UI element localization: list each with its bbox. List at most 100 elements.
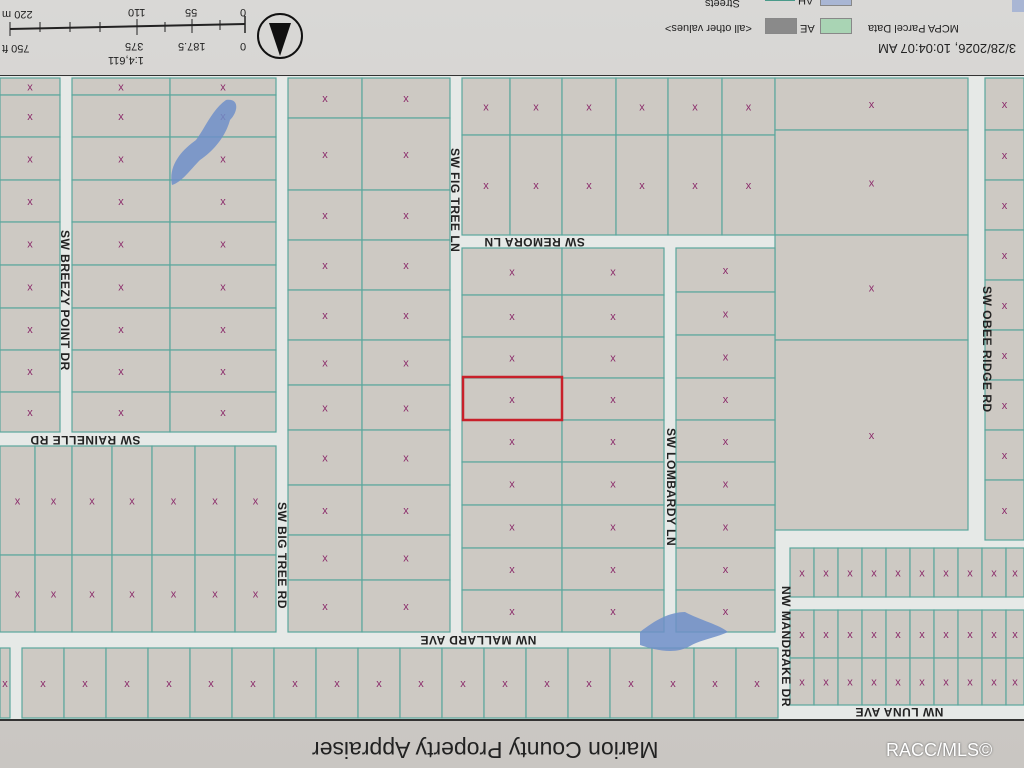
parcel [0, 94, 61, 138]
parcel-marker: x [723, 309, 729, 321]
parcel-marker: x [823, 568, 829, 580]
parcel [651, 647, 695, 719]
parcel [0, 647, 11, 719]
parcel [361, 289, 451, 341]
legend-swatch-other [765, 18, 797, 34]
parcel-marker: x [754, 678, 760, 690]
parcel-map[interactable]: x x x x x x x x x x x x x x x x x x x x x x x x x x x x x x x x x x x x x x x x… [0, 76, 1024, 720]
parcel [169, 307, 277, 351]
parcel [735, 647, 779, 719]
scale-m-55: 55 [185, 6, 198, 18]
parcel-marker: x [967, 629, 973, 641]
parcel-marker: x [27, 366, 33, 378]
parcel [561, 547, 665, 591]
parcel-marker: x [51, 496, 57, 508]
legend-label-ae: AE [800, 22, 815, 34]
parcel-marker: x [639, 102, 645, 114]
parcel [981, 547, 1007, 598]
parcel [361, 484, 451, 536]
parcel [234, 554, 277, 633]
parcel [933, 657, 959, 706]
parcel-marker: x [322, 93, 328, 105]
parcel-marker: x [118, 324, 124, 336]
parcel [0, 221, 61, 266]
parcel [675, 247, 776, 293]
parcel-marker: x [869, 430, 875, 442]
parcel-marker: x [823, 629, 829, 641]
parcel-marker: x [1012, 629, 1018, 641]
parcel [675, 461, 776, 506]
parcel [561, 419, 665, 463]
parcel [71, 179, 171, 223]
parcel-marker: x [403, 93, 409, 105]
parcel [169, 221, 277, 266]
parcel [561, 336, 665, 379]
parcel-marker: x [253, 496, 259, 508]
parcel-marker: x [509, 606, 515, 618]
parcel [0, 136, 61, 181]
legend-swatch-partial [1012, 0, 1024, 12]
parcel [984, 479, 1024, 541]
footer-divider [0, 719, 1024, 721]
parcel-marker: x [610, 479, 616, 491]
parcel [984, 329, 1024, 381]
parcel-marker: x [871, 568, 877, 580]
parcel-marker: x [746, 102, 752, 114]
parcel [71, 349, 171, 393]
street-label-obee-ridge: SW OBEE RIDGE RD [980, 286, 994, 413]
parcel [675, 334, 776, 379]
parcel-marker: x [403, 453, 409, 465]
scale-ratio: 1:4,611 [108, 54, 144, 66]
water-body [640, 612, 728, 651]
parcel-marker: x [118, 196, 124, 208]
parcel-marker: x [1002, 99, 1008, 111]
scale-m-110: 110 [128, 6, 146, 18]
parcel-marker: x [943, 568, 949, 580]
street-label-remora: SW REMORA LN [484, 235, 585, 249]
parcel-marker: x [376, 678, 382, 690]
parcel [461, 461, 563, 506]
scale-m-220: 220 m [2, 8, 33, 20]
street-label-big-tree: SW BIG TREE RD [275, 502, 289, 610]
parcel-marker: x [723, 606, 729, 618]
parcel [509, 77, 563, 136]
parcel-marker: x [403, 260, 409, 272]
parcel-marker: x [15, 589, 21, 601]
parcel [957, 547, 983, 598]
parcel [909, 657, 935, 706]
parcel [231, 647, 275, 719]
parcel-marker: x [403, 601, 409, 613]
parcel-marker: x [1002, 400, 1008, 412]
parcel [0, 349, 61, 393]
parcel [0, 179, 61, 223]
parcel-marker: x [610, 267, 616, 279]
parcel [984, 429, 1024, 481]
parcel [361, 117, 451, 191]
parcel [957, 657, 983, 706]
parcel [789, 547, 815, 598]
parcel-marker: x [220, 407, 226, 419]
parcel [287, 429, 363, 486]
parcel [169, 391, 277, 433]
parcel [361, 77, 451, 119]
parcel [615, 134, 669, 236]
street-label-fig-tree: SW FIG TREE LN [448, 148, 462, 253]
parcel-marker: x [1002, 350, 1008, 362]
parcel-marker: x [533, 180, 539, 192]
parcel-marker: x [322, 553, 328, 565]
parcel-marker: x [639, 180, 645, 192]
parcel [933, 547, 959, 598]
parcel-marker: x [723, 352, 729, 364]
parcel-marker: x [322, 453, 328, 465]
parcel-marker: x [1002, 450, 1008, 462]
parcel-marker: x [51, 589, 57, 601]
parcel-marker: x [586, 678, 592, 690]
parcel [0, 307, 61, 351]
parcel-marker: x [212, 496, 218, 508]
parcel [34, 445, 73, 556]
parcel-marker: x [869, 283, 875, 295]
parcel [71, 221, 171, 266]
parcel-marker: x [2, 678, 8, 690]
parcel-marker: x [322, 260, 328, 272]
parcel-marker: x [27, 82, 33, 94]
